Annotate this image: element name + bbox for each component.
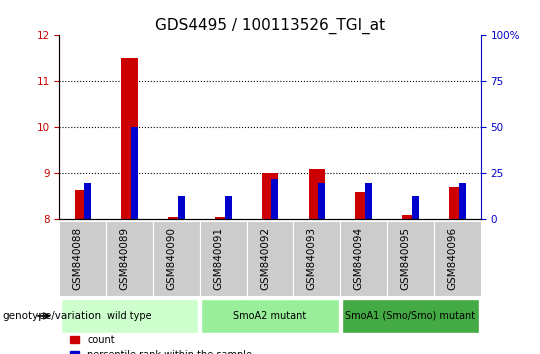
Bar: [262, 173, 278, 219]
Bar: [458, 183, 465, 219]
Legend: count, percentile rank within the sample: count, percentile rank within the sample: [70, 335, 252, 354]
Bar: [449, 187, 465, 219]
Bar: [355, 192, 372, 219]
Text: GSM840089: GSM840089: [119, 227, 130, 290]
Bar: [402, 215, 418, 219]
Text: GSM840090: GSM840090: [166, 227, 177, 290]
Text: GSM840093: GSM840093: [307, 227, 317, 290]
Bar: [272, 179, 279, 219]
Bar: [168, 217, 185, 219]
Title: GDS4495 / 100113526_TGI_at: GDS4495 / 100113526_TGI_at: [155, 18, 385, 34]
Bar: [84, 183, 91, 219]
Text: SmoA2 mutant: SmoA2 mutant: [233, 311, 307, 321]
Bar: [131, 127, 138, 219]
Text: GSM840096: GSM840096: [447, 227, 457, 290]
Bar: [225, 195, 232, 219]
Text: GSM840094: GSM840094: [354, 227, 363, 290]
Bar: [178, 195, 185, 219]
Text: wild type: wild type: [107, 311, 152, 321]
Bar: [75, 189, 91, 219]
Text: GSM840095: GSM840095: [400, 227, 410, 290]
Text: GSM840091: GSM840091: [213, 227, 223, 290]
Text: genotype/variation: genotype/variation: [3, 311, 102, 321]
Bar: [122, 58, 138, 219]
Bar: [215, 217, 232, 219]
Bar: [365, 183, 372, 219]
Text: GSM840088: GSM840088: [73, 227, 83, 290]
Text: SmoA1 (Smo/Smo) mutant: SmoA1 (Smo/Smo) mutant: [346, 311, 475, 321]
Bar: [309, 169, 325, 219]
Text: GSM840092: GSM840092: [260, 227, 270, 290]
Bar: [318, 183, 325, 219]
Bar: [412, 195, 419, 219]
